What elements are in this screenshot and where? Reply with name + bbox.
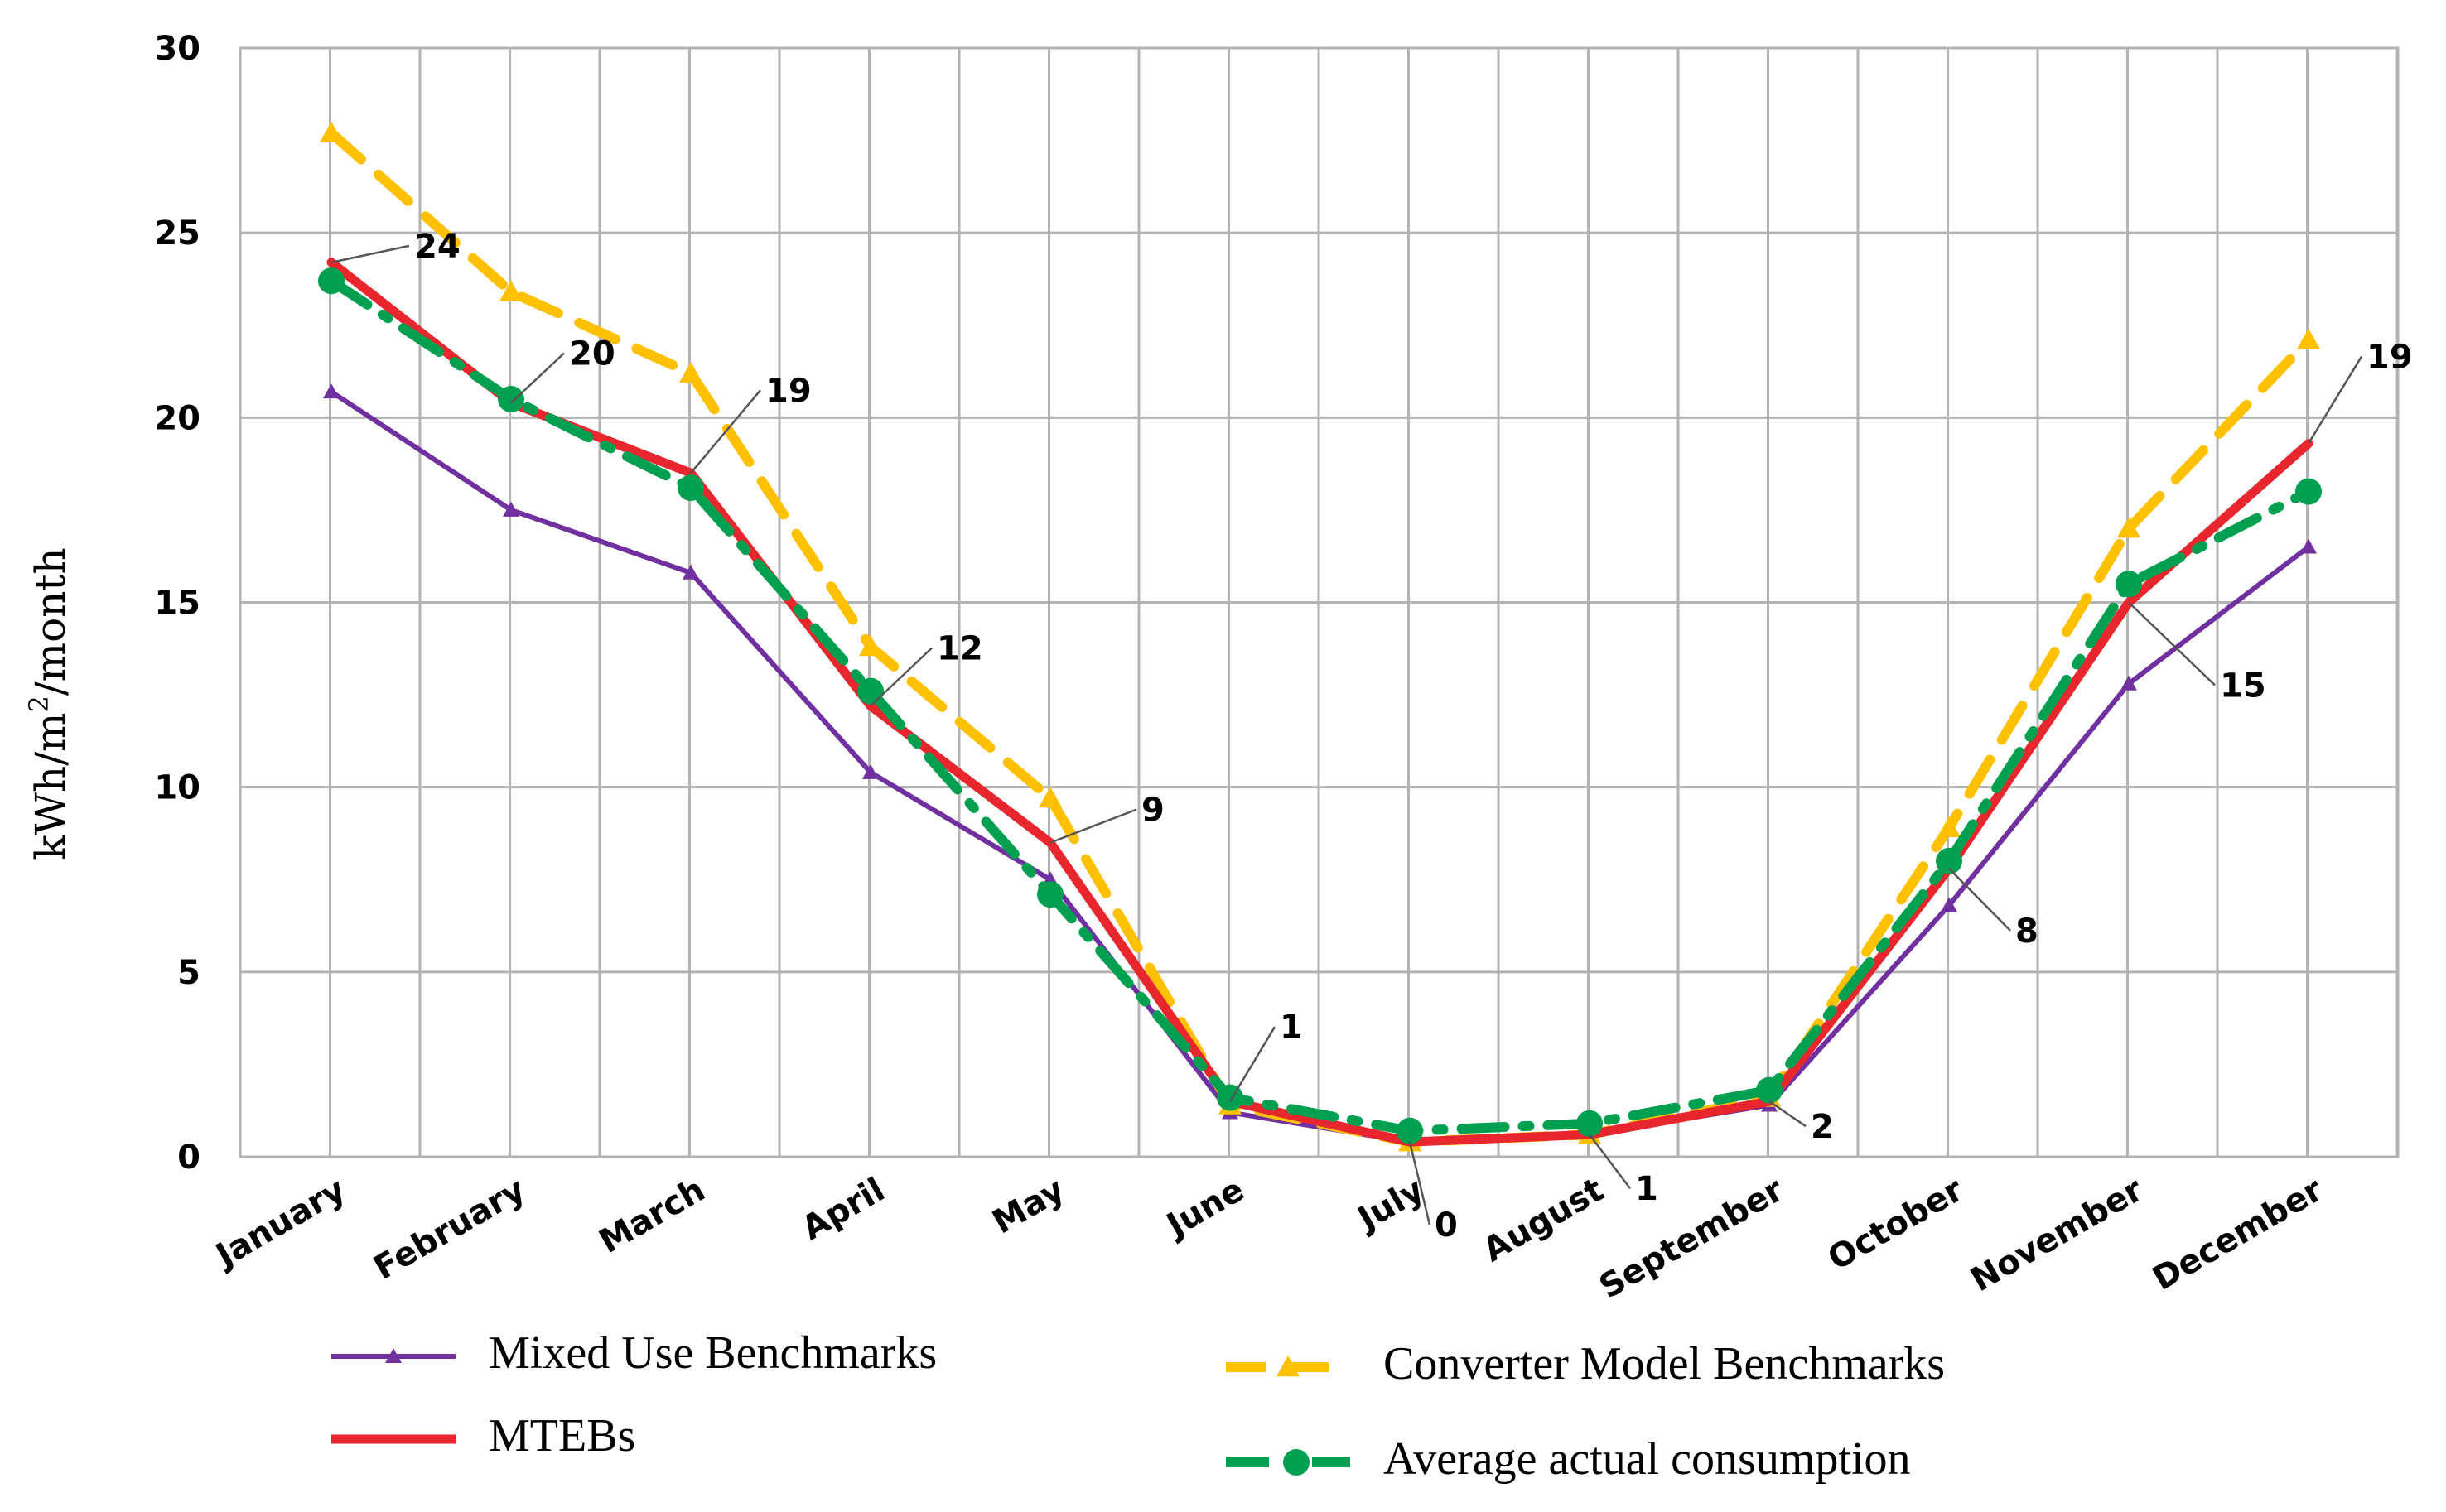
y-tick-label: 20	[154, 399, 200, 437]
data-label: 0	[1435, 1206, 1458, 1245]
legend-label: Average actual consumption	[1383, 1433, 1911, 1485]
annotation-leader	[690, 389, 761, 474]
x-tick-label: March	[593, 1171, 712, 1261]
annotation-leader	[330, 244, 410, 264]
converter-model-benchmarks-point	[679, 361, 702, 383]
data-label: 8	[2015, 912, 2038, 951]
legend-item-average-actual-consumption: Average actual consumption	[1226, 1433, 1911, 1485]
annotation-leader	[1228, 1026, 1276, 1102]
series-lines	[318, 121, 2322, 1152]
data-label: 9	[1141, 792, 1165, 830]
data-label: 12	[937, 629, 983, 667]
legend-label: MTEBs	[489, 1410, 635, 1461]
x-tick-label: August	[1477, 1171, 1610, 1270]
y-tick-label: 5	[177, 954, 200, 992]
y-tick-label: 25	[154, 214, 200, 253]
y-tick-label: 15	[154, 585, 200, 623]
x-tick-label: September	[1593, 1171, 1790, 1307]
average-actual-consumption-point	[2116, 571, 2142, 598]
legend-label: Mixed Use Benchmarks	[489, 1327, 937, 1379]
y-tick-label: 10	[154, 769, 200, 807]
x-tick-label: May	[987, 1171, 1071, 1242]
legend: Mixed Use Benchmarks Converter Model Benc…	[331, 1327, 1945, 1485]
legend-item-mixed-use-benchmarks: Mixed Use Benchmarks	[331, 1327, 937, 1379]
series-average-actual-consumption	[318, 267, 2322, 1144]
legend-marker	[1276, 1356, 1300, 1377]
mixed-use-benchmarks-point	[2300, 538, 2317, 554]
legend-label: Converter Model Benchmarks	[1383, 1338, 1945, 1389]
annotation-leader	[870, 647, 933, 707]
average-actual-consumption-point	[1397, 1117, 1423, 1144]
average-actual-consumption-point	[1936, 847, 1962, 874]
average-actual-consumption-point	[1576, 1110, 1603, 1137]
x-tick-label: December	[2146, 1171, 2329, 1298]
x-tick-label: April	[796, 1171, 891, 1248]
legend-item-converter-model-benchmarks: Converter Model Benchmarks	[1226, 1338, 1945, 1389]
annotation-leader	[2128, 601, 2216, 686]
x-tick-label: October	[1821, 1171, 1970, 1278]
annotation-leader	[1768, 1100, 1807, 1128]
mixed-use-benchmarks-point	[683, 564, 699, 580]
converter-model-benchmarks-point	[320, 121, 343, 142]
average-actual-consumption-point	[2295, 478, 2322, 505]
average-actual-consumption-point	[857, 677, 884, 705]
data-label: 1	[1280, 1009, 1303, 1047]
converter-model-benchmarks-point	[1937, 816, 1961, 837]
annotation-leader	[1049, 808, 1137, 844]
x-axis-ticks: January February March April May June July Augu…	[208, 1171, 2329, 1307]
legend-marker	[1283, 1449, 1310, 1476]
converter-model-benchmarks-point	[1039, 787, 1062, 808]
y-tick-label: 0	[177, 1139, 200, 1177]
mixed-use-benchmarks-point	[323, 383, 340, 399]
x-tick-label: January	[208, 1171, 352, 1276]
average-actual-consumption-point	[1037, 881, 1064, 908]
y-tick-label: 30	[154, 30, 200, 68]
average-actual-consumption-point	[498, 386, 524, 413]
y-axis-ticks: 0 5 10 15 20 25 30	[154, 30, 200, 1177]
converter-model-benchmarks-point	[2297, 328, 2320, 349]
annotation-leader	[1589, 1134, 1631, 1189]
x-tick-label: February	[368, 1171, 532, 1288]
mixed-use-benchmarks-point	[862, 763, 879, 779]
average-actual-consumption-point	[318, 267, 345, 295]
series-mtebs	[326, 258, 2313, 1147]
annotation-leader	[510, 352, 565, 404]
converter-model-benchmarks-point	[859, 635, 882, 657]
average-actual-consumption-point	[1756, 1076, 1783, 1104]
grid-lines	[239, 46, 2400, 1158]
data-label: 19	[2366, 339, 2413, 377]
mixed-use-benchmarks-point	[2120, 675, 2137, 691]
legend-item-mtebs: MTEBs	[331, 1410, 635, 1461]
y-axis-label: kWh/m2/month	[23, 547, 75, 860]
legend-marker	[385, 1348, 402, 1363]
converter-model-benchmarks-point	[499, 280, 523, 301]
mixed-use-benchmarks-point	[1941, 897, 1957, 912]
data-label: 2	[1811, 1108, 1834, 1146]
average-actual-consumption-point	[1217, 1084, 1243, 1111]
data-label: 20	[569, 335, 615, 373]
converter-model-benchmarks-point	[2117, 517, 2140, 538]
mixed-use-benchmarks-point	[503, 501, 519, 517]
data-label: 19	[765, 372, 812, 410]
average-actual-consumption-point	[678, 474, 704, 502]
data-label: 1	[1635, 1170, 1658, 1208]
data-label: 24	[414, 228, 461, 266]
x-tick-label: November	[1965, 1171, 2150, 1300]
average-actual-consumption-line	[326, 276, 2313, 1136]
annotation-leader	[1948, 867, 2011, 932]
annotation-leader	[2307, 355, 2363, 445]
annotation-leader	[1408, 1141, 1431, 1225]
x-tick-label: June	[1159, 1171, 1251, 1246]
mtebs-line	[326, 258, 2313, 1147]
data-label: 15	[2220, 667, 2266, 705]
